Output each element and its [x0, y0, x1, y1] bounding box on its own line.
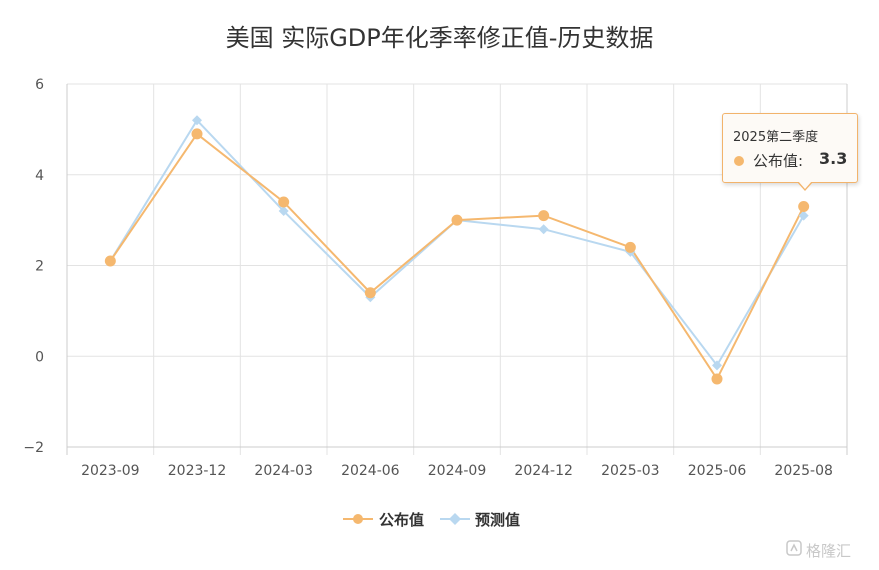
x-tick-label: 2024-03 — [254, 463, 313, 479]
y-tick-label: 6 — [35, 77, 44, 93]
y-tick-label: 0 — [35, 349, 44, 365]
y-axis-ticks: 6 4 2 0 −2 — [23, 77, 44, 456]
x-tick-label: 2024-12 — [514, 463, 573, 479]
forecast-point[interactable] — [278, 206, 289, 217]
x-tick-label: 2025-06 — [688, 463, 747, 479]
tooltip-arrow-inner — [798, 181, 812, 189]
y-tick-label: 2 — [35, 259, 44, 275]
x-tick-label: 2024-09 — [428, 463, 487, 479]
legend-forecast-label[interactable]: 预测值 — [475, 511, 520, 529]
published-point[interactable] — [798, 201, 810, 213]
published-point[interactable] — [538, 210, 550, 222]
x-tick-label: 2024-06 — [341, 463, 400, 479]
tooltip-value: 3.3 — [819, 149, 848, 168]
forecast-point[interactable] — [798, 210, 809, 221]
legend: 公布值 预测值 — [343, 511, 520, 529]
published-point[interactable] — [278, 196, 290, 208]
legend-forecast-marker[interactable] — [449, 513, 461, 525]
watermark-logo-icon — [786, 540, 802, 556]
x-tick-label: 2023-12 — [168, 463, 227, 479]
watermark: 格隆汇 — [806, 542, 852, 560]
published-point[interactable] — [624, 241, 636, 253]
series-lines — [104, 115, 810, 385]
tooltip-series-dot — [734, 156, 744, 166]
forecast-point[interactable] — [712, 360, 722, 371]
x-tick-label: 2023-09 — [81, 463, 140, 479]
x-tick-label: 2025-03 — [601, 463, 660, 479]
published-point[interactable] — [451, 214, 463, 226]
published-point[interactable] — [191, 128, 203, 140]
x-axis-ticks: 2023-09 2023-12 2024-03 2024-06 2024-09 2024-… — [81, 463, 833, 479]
legend-published-label[interactable]: 公布值 — [379, 511, 424, 529]
legend-published-marker[interactable] — [353, 514, 363, 524]
tooltip-label: 公布值: — [753, 152, 804, 170]
forecast-series-line — [109, 118, 805, 368]
tooltip: 2025第二季度 公布值: 3.3 — [722, 113, 858, 183]
y-tick-label: 4 — [35, 168, 44, 184]
tooltip-title: 2025第二季度 — [733, 130, 819, 145]
forecast-point[interactable] — [538, 224, 549, 235]
x-tick-label: 2025-08 — [774, 463, 833, 479]
published-point[interactable] — [711, 373, 723, 385]
chart-title: 美国 实际GDP年化季率修正值-历史数据 — [225, 24, 654, 52]
grid-lines — [66, 83, 848, 455]
y-tick-label: −2 — [23, 440, 44, 456]
forecast-point[interactable] — [192, 115, 202, 126]
published-point[interactable] — [364, 287, 376, 299]
published-point[interactable] — [104, 255, 116, 267]
